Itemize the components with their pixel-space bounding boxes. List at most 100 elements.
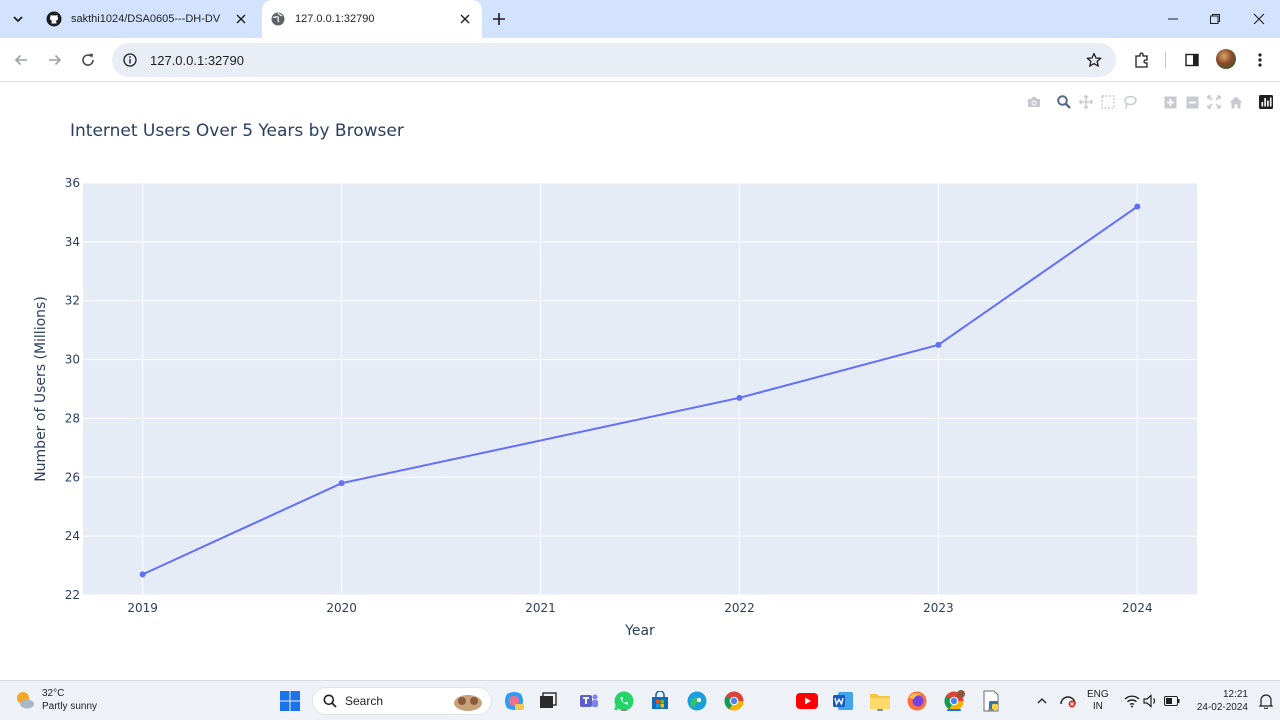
y-axis-label: Number of Users (Millions) [33,296,49,482]
data-point [1134,203,1141,210]
reload-button[interactable] [76,48,100,72]
running-indicator [877,709,883,711]
data-point [338,480,345,487]
teams-icon[interactable] [577,689,601,713]
clock-time: 12:21 [1222,689,1248,700]
x-tick-label: 2024 [1122,601,1153,615]
network-warning-icon[interactable] [1056,689,1080,713]
box-select-icon[interactable] [1097,92,1119,112]
wifi-icon[interactable] [1120,689,1144,713]
edge-icon[interactable] [685,689,709,713]
bookmark-star-icon[interactable] [1082,48,1106,72]
restore-button[interactable] [1193,0,1237,38]
toolbar-divider [1165,52,1166,68]
taskbar-search[interactable]: Search [312,687,492,715]
language-code: ENG [1087,689,1109,700]
globe-icon [270,11,286,27]
extensions-icon[interactable] [1130,48,1154,72]
x-tick-label: 2019 [127,601,158,615]
url-text[interactable]: 127.0.0.1:32790 [150,52,244,68]
chart-title: Internet Users Over 5 Years by Browser [70,121,404,141]
zoom-out-icon[interactable] [1181,92,1203,112]
clock-date: 24-02-2024 [1196,702,1248,713]
y-tick-label: 26 [65,470,80,484]
python-app-icon[interactable] [979,689,1003,713]
data-point [139,571,146,578]
search-label: Search [345,694,384,708]
plotly-modebar [1023,92,1277,112]
data-point [736,394,743,401]
tab-title: 127.0.0.1:32790 [295,13,375,25]
browser-toolbar: 127.0.0.1:32790 [0,38,1280,82]
forward-button[interactable] [43,48,67,72]
copilot-icon[interactable] [502,689,526,713]
profile-avatar[interactable] [1216,49,1236,69]
autoscale-icon[interactable] [1203,92,1225,112]
weather-widget[interactable]: 32°C Partly sunny [14,687,97,713]
close-tab-icon[interactable] [454,8,476,30]
tab-title: sakthi1024/DSA0605---DH-DV [71,13,221,25]
address-bar[interactable]: 127.0.0.1:32790 [112,43,1116,77]
partly-sunny-icon [17,692,34,709]
file-explorer-icon[interactable] [868,689,892,713]
site-info-icon[interactable] [122,52,138,68]
zoom-icon[interactable] [1053,92,1075,112]
close-window-button[interactable] [1237,0,1280,38]
y-tick-label: 22 [65,588,80,602]
close-tab-icon[interactable] [230,8,252,30]
running-indicator [621,709,627,711]
battery-icon[interactable] [1160,689,1184,713]
page-content: 22 24 26 28 30 32 34 36 2019 2020 2021 2022 2023 2024… [0,82,1280,680]
plot-area [83,183,1197,595]
y-tick-label: 30 [65,353,80,367]
notifications-bell-icon[interactable] [1254,689,1278,713]
search-highlight-icon [454,695,482,711]
tab-search-dropdown-icon[interactable] [6,7,30,31]
plotly-logo-icon[interactable] [1255,92,1277,112]
line-chart: 22 24 26 28 30 32 34 36 2019 2020 2021 2022 2023 2024… [33,176,1197,639]
zoom-in-icon[interactable] [1159,92,1181,112]
task-view-icon[interactable] [536,689,560,713]
side-panel-icon[interactable] [1180,48,1204,72]
weather-temp: 32°C [42,688,65,699]
whatsapp-icon[interactable] [612,689,636,713]
data-point [935,341,942,348]
chrome-profile-icon[interactable] [942,689,966,713]
show-hidden-icons-chevron-icon[interactable] [1030,689,1054,713]
windows-start-icon[interactable] [278,689,302,713]
x-tick-label: 2023 [923,601,954,615]
tab-localhost[interactable]: 127.0.0.1:32790 [262,0,482,38]
x-tick-label: 2021 [525,601,556,615]
more-menu-icon[interactable] [1248,48,1272,72]
x-tick-label: 2020 [326,601,357,615]
y-tick-label: 36 [65,176,80,190]
microsoft-store-icon[interactable] [648,689,672,713]
active-indicator [947,709,961,711]
lasso-select-icon[interactable] [1119,92,1141,112]
windows-taskbar: 32°C Partly sunny Search [0,680,1280,720]
running-indicator [988,709,994,711]
y-tick-label: 32 [65,294,80,308]
back-button[interactable] [9,48,33,72]
browser-tab-bar: sakthi1024/DSA0605---DH-DV 127.0.0.1:327… [0,0,1280,38]
chrome-icon[interactable] [722,689,746,713]
youtube-icon[interactable] [795,689,819,713]
y-tick-label: 24 [65,529,80,543]
clock[interactable]: 12:21 24-02-2024 [1190,688,1248,714]
word-icon[interactable] [831,689,855,713]
camera-icon[interactable] [1023,92,1045,112]
pan-icon[interactable] [1075,92,1097,112]
y-tick-label: 34 [65,235,80,249]
x-axis-label: Year [624,623,655,639]
language-region: IN [1092,701,1103,712]
minimize-button[interactable] [1151,0,1195,38]
reset-axes-home-icon[interactable] [1225,92,1247,112]
new-tab-button[interactable] [488,8,510,30]
volume-icon[interactable] [1139,689,1163,713]
y-tick-label: 28 [65,411,80,425]
github-icon [46,11,62,27]
firefox-icon[interactable] [905,689,929,713]
language-indicator[interactable]: ENG IN [1087,689,1109,713]
search-icon [323,694,337,708]
tab-github[interactable]: sakthi1024/DSA0605---DH-DV [40,0,258,38]
